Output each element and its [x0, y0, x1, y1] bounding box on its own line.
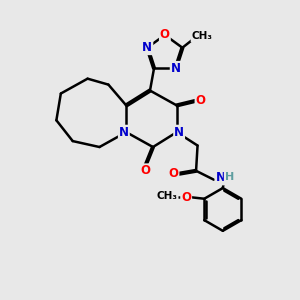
Text: CH₃: CH₃ — [191, 32, 212, 41]
Text: O: O — [181, 191, 191, 204]
Text: O: O — [140, 164, 151, 177]
Text: CH₃: CH₃ — [157, 191, 178, 201]
Text: N: N — [171, 62, 181, 75]
Text: O: O — [160, 28, 170, 41]
Text: N: N — [215, 171, 225, 184]
Text: O: O — [196, 94, 206, 107]
Text: N: N — [142, 41, 152, 54]
Text: H: H — [225, 172, 234, 182]
Text: N: N — [174, 126, 184, 139]
Text: O: O — [169, 167, 178, 180]
Text: N: N — [119, 126, 129, 139]
